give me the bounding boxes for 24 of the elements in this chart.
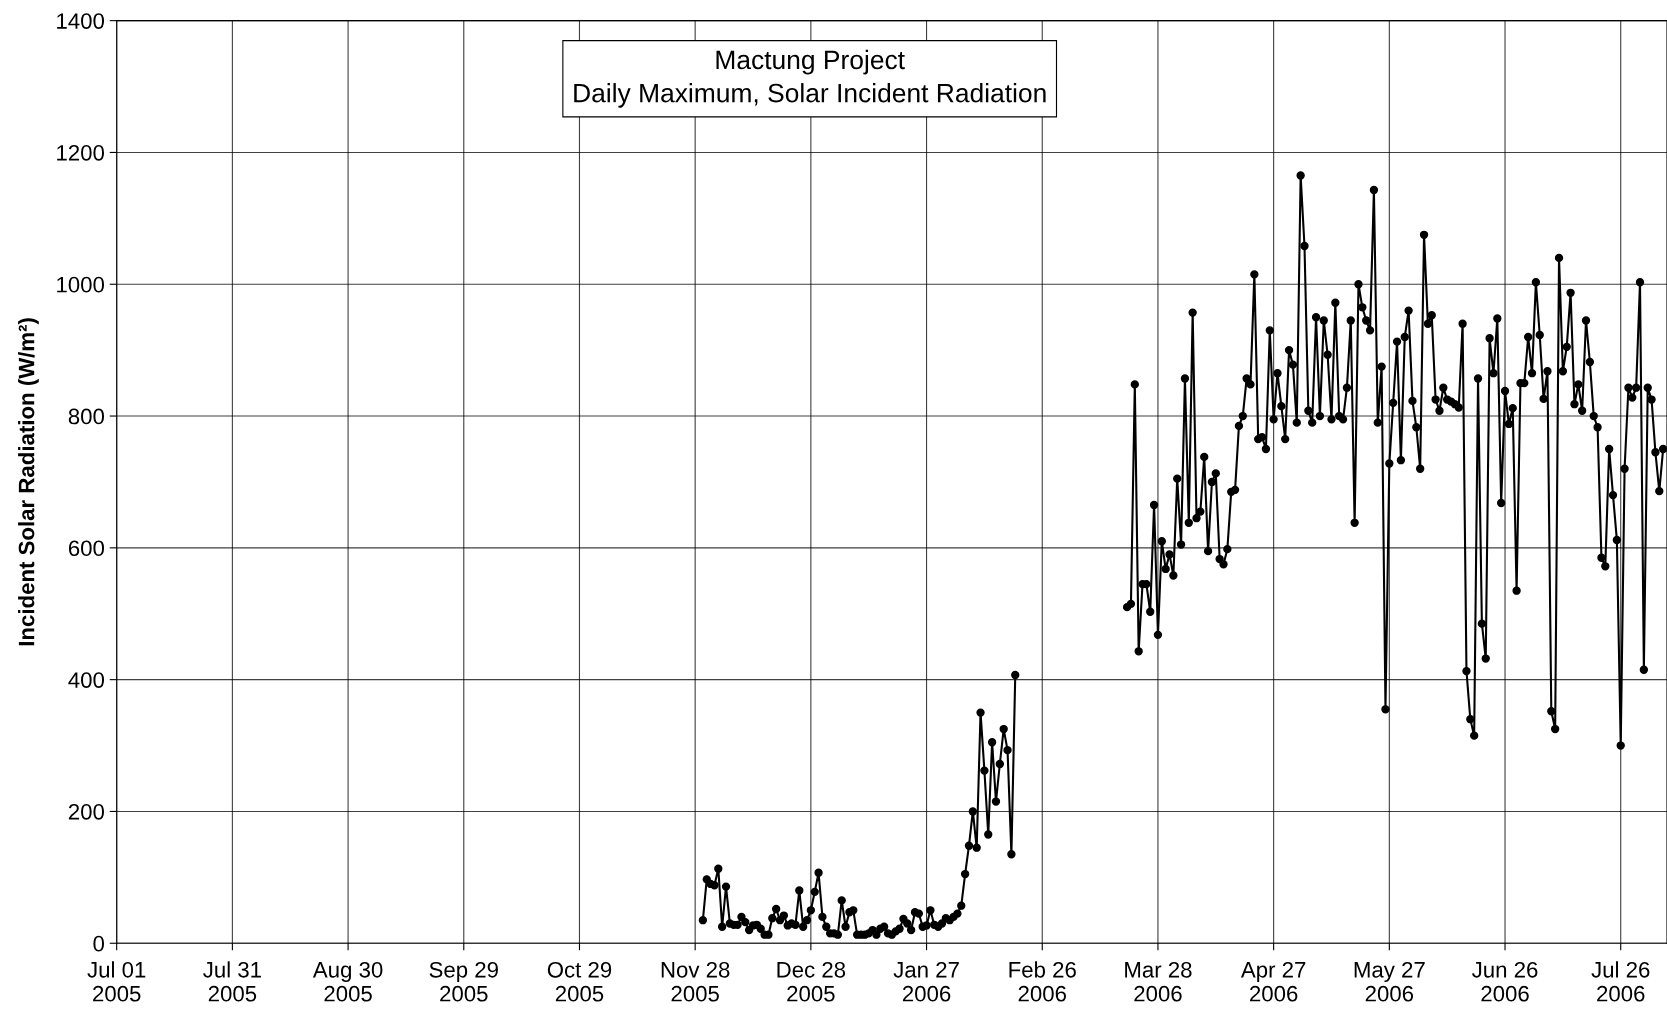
y-tick-label: 1200: [57, 144, 105, 161]
x-tick-label: Oct 29 2005: [547, 961, 612, 1002]
y-tick-label: 600: [68, 540, 105, 557]
x-tick-label: Nov 28 2005: [661, 961, 730, 1002]
text: Mactung Project Daily Maximum, Solar Incident Radiation: [574, 49, 1046, 108]
x-tick-label: Jan 27 2006: [893, 961, 959, 1002]
y-tick-label: 1400: [57, 13, 105, 29]
x-tick-label: Apr 27 2006: [1240, 961, 1306, 1002]
x-tick-label: Dec 28 2005: [777, 961, 846, 1002]
y-tick-label: 800: [68, 408, 105, 425]
x-tick-label: Sep 29 2005: [429, 961, 498, 1002]
x-tick-label: Jul 26 2006: [1591, 961, 1650, 1002]
x-tick-label: Mar 28 2006: [1125, 961, 1192, 1002]
y-tick-label: 1000: [57, 276, 105, 293]
x-tick-label: Jul 31 2005: [203, 961, 261, 1002]
x-tick-label: Jul 01 2005: [87, 961, 146, 1002]
x-tick-label: Aug 30 2005: [312, 961, 383, 1002]
y-tick-label: 200: [68, 803, 105, 820]
y-tick-label: 400: [68, 672, 105, 688]
x-tick-label: Jun 26 2006: [1472, 961, 1538, 1002]
y-axis-title: Incident Solar Radiation (W/m²): [18, 318, 39, 646]
x-tick-label: Feb 26 2006: [1009, 961, 1076, 1002]
x-tick-label: May 27 2006: [1354, 961, 1425, 1002]
y-tick-label: 0: [93, 935, 105, 952]
